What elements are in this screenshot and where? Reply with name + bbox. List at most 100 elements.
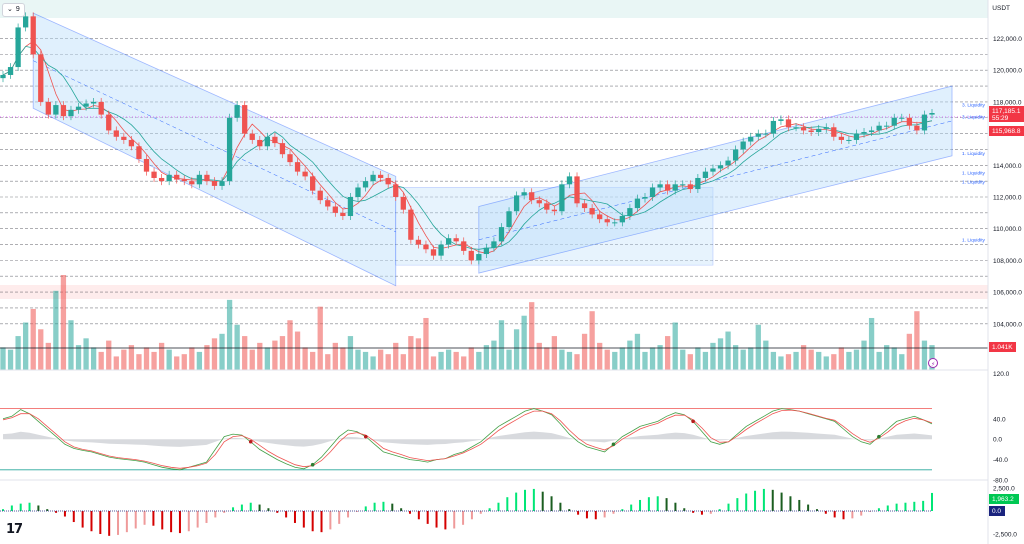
volume-bar [438,351,444,370]
macd-bar [700,511,703,515]
macd-bar [444,511,447,530]
tradingview-logo[interactable]: 17 [6,522,23,537]
candle-body [400,196,406,210]
volume-bar [158,342,165,370]
candle-body [793,127,799,129]
macd-bar [37,505,40,511]
volume-bar [53,290,59,370]
macd-bar [223,511,226,513]
macd-bar [240,504,243,511]
volume-bar [317,306,323,370]
volume-bar [755,324,761,370]
lightning-icon[interactable] [928,358,938,368]
macd-bar [585,511,588,519]
macd-bar [205,511,208,523]
stoch-axis-label: -40.0 [993,457,1008,464]
candle-body [60,105,67,117]
candle-body [317,190,323,201]
macd-bar [692,511,695,513]
volume-tag-text: 1.041K [992,344,1013,351]
candle-body [498,227,505,242]
volume-bar [362,351,369,370]
candle-body [242,105,248,134]
volume-bar [612,351,618,370]
stoch-axis-label: 120.0 [993,371,1010,378]
volume-bar [800,345,807,370]
interval-label: 9 [15,6,20,13]
macd-bar [364,506,367,511]
macd-axis-label: 2,500.0 [993,486,1015,493]
macd-bar [320,511,323,533]
candle-body [257,139,263,147]
macd-bar [497,502,500,511]
volume-bar [279,336,286,370]
volume-bar [695,347,701,370]
volume-bar [725,331,731,370]
candle-body [846,139,852,141]
volume-bar [574,354,580,370]
macd-bar [72,511,75,523]
volume-bar [823,356,829,370]
candle-body [15,27,21,68]
volume-bar [98,351,104,370]
candle-body [461,241,467,251]
macd-bar [329,511,332,530]
price-axis-label: 122,000.0 [993,36,1022,43]
macd-bar [630,504,633,511]
candle-body [106,114,112,131]
volume-bar [838,347,845,370]
macd-bar [815,509,818,511]
macd-bar [214,511,217,518]
volume-bar [710,342,716,370]
candle-body [181,179,187,182]
volume-bar [748,347,754,370]
candle-body [868,130,875,133]
macd-bar [577,511,580,515]
candle-body [687,184,693,190]
volume-bar [544,347,550,370]
interval-menu[interactable]: ⌄ 9 [2,3,25,17]
candle-body [702,171,709,178]
candle-body [649,187,656,197]
liquidity-label: 3. Liquidity [962,103,986,109]
volume-bar [400,354,406,370]
candle-body [68,109,74,117]
volume-bar [60,275,67,370]
volume-bar [521,315,527,370]
macd-bar [267,508,270,511]
stoch-cross-dot [691,419,695,424]
liquidity-label: 3. Liquidity [962,114,986,120]
price-axis-label: 106,000.0 [993,290,1022,297]
candle-body [468,250,474,261]
candle-body [725,160,731,166]
candle-body [491,241,497,248]
volume-bar [332,342,338,370]
volume-bar [393,342,399,370]
macd-bar [789,496,792,511]
candle-body [748,136,754,142]
volume-bar [310,351,316,370]
candle-body [876,125,882,131]
volume-bar [136,354,142,370]
volume-bar [143,347,150,370]
candle-body [800,127,807,131]
stoch-axis-label: 0.0 [993,437,1002,444]
price-axis-label: 120,000.0 [993,68,1022,75]
liquidity-label: 1. Liquidity [962,179,986,185]
descending-midline [33,60,396,233]
macd-bar [541,491,544,511]
candle-body [785,119,792,128]
liquidity-label: 1. Liquidity [962,151,986,157]
macd-bar [603,511,606,518]
macd-bar [807,504,810,511]
candle-body [38,54,44,102]
macd-bar [391,503,394,511]
price-axis-label: 112,000.0 [993,194,1022,201]
candle-body [589,208,595,215]
candle-body [325,200,331,207]
candle-body [226,117,233,182]
macd-bar [470,511,473,520]
candle-body [438,244,444,256]
volume-bar [370,356,376,370]
